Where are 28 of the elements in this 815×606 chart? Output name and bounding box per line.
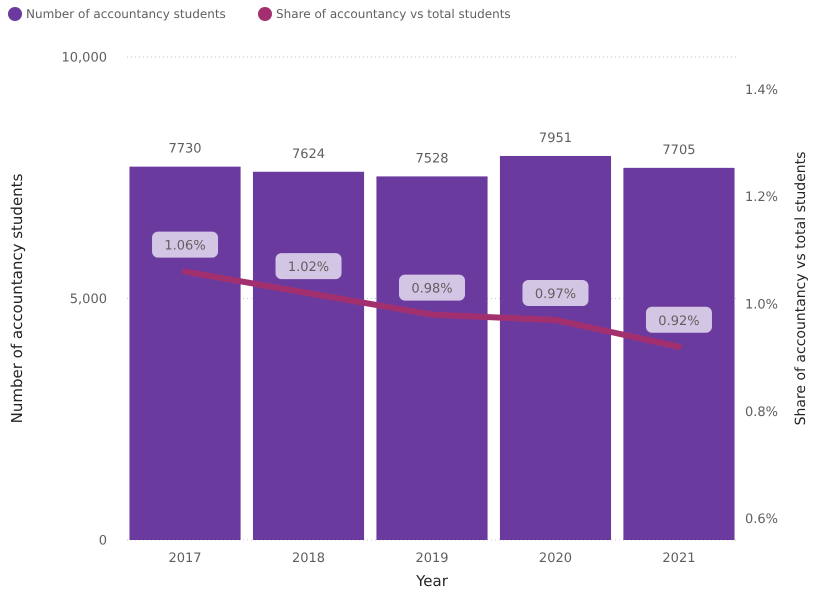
x-axis-title: Year <box>415 572 449 590</box>
y2-tick-label: 1.0% <box>745 297 778 312</box>
legend-label: Share of accountancy vs total students <box>276 7 511 22</box>
data-label: 0.97% <box>534 286 576 302</box>
data-label: 7624 <box>292 146 326 162</box>
x-tick-label: 2020 <box>538 551 572 566</box>
y2-tick-label: 1.2% <box>745 190 778 206</box>
x-tick-label: 2019 <box>415 551 449 566</box>
y-axis-title: Number of accountancy students <box>8 173 26 424</box>
y-tick-label: 5,000 <box>70 292 107 308</box>
y2-tick-label: 1.4% <box>745 82 778 98</box>
x-tick-label: 2018 <box>292 551 326 566</box>
x-tick-label: 2021 <box>662 551 696 566</box>
x-tick-label: 2017 <box>168 551 202 566</box>
y-tick-label: 0 <box>98 534 107 549</box>
data-label: 7705 <box>662 142 696 158</box>
data-label: 1.06% <box>164 238 206 254</box>
data-label: 7730 <box>168 142 202 157</box>
data-label: 0.92% <box>658 314 700 329</box>
data-label: 1.02% <box>288 260 330 276</box>
data-label: 0.98% <box>411 282 453 297</box>
y2-tick-label: 0.8% <box>745 404 778 420</box>
data-label: 7951 <box>538 130 572 146</box>
y2-tick-label: 0.6% <box>745 512 778 528</box>
data-label: 7528 <box>415 151 449 166</box>
legend-label: Number of accountancy students <box>26 7 226 22</box>
y2-axis-title: Share of accountancy vs total students <box>793 152 809 426</box>
y-tick-label: 10,000 <box>62 50 107 66</box>
